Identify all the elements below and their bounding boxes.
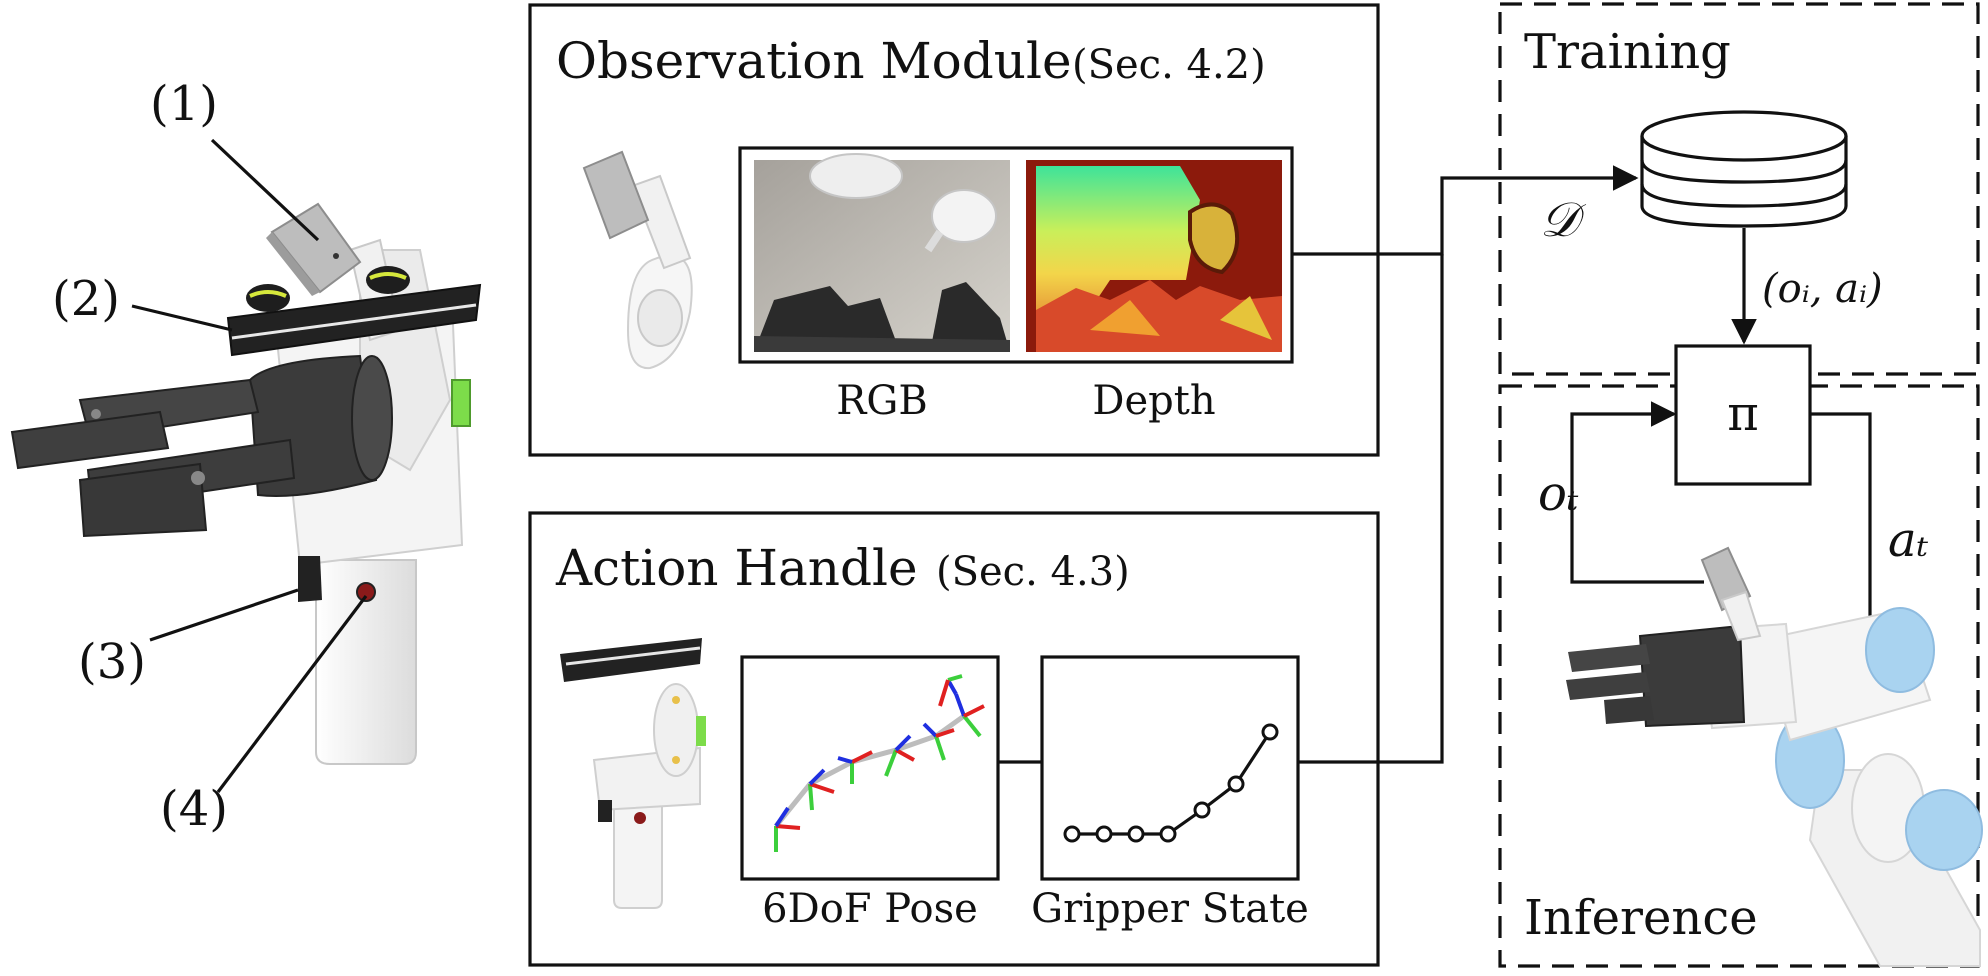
depth-image [1026,160,1282,352]
camera-icon [266,202,362,296]
callout-4: (4) [160,781,228,837]
action-handle: Action Handle (Sec. 4.3) [528,511,1380,967]
leader-3 [149,588,299,642]
inference-title: Inference [1524,890,1758,946]
handle-icon [560,638,706,909]
action-to-dataset [1298,254,1444,764]
obs-label: oₜ [1538,466,1579,522]
callout-1: (1) [150,76,218,132]
rgb-image [754,153,1010,352]
gripper-state-point [1127,825,1145,843]
gripper-state-point [1227,775,1245,793]
inference-panel: π oₜ aₜ Inference [1498,344,1983,968]
action-ref: (Sec. 4.3) [936,549,1130,595]
training-title: Training [1524,24,1731,80]
pose-trajectory [774,674,985,852]
gripper-label: Gripper State [1031,886,1309,932]
sample-label: (oᵢ, aᵢ) [1762,266,1883,312]
gripper-state-panel [1040,655,1300,881]
action-title: Action Handle [555,539,918,597]
camera-module-icon [582,150,693,370]
dataset-symbol: 𝒟 [1540,192,1587,248]
gripper-icon [10,354,393,538]
observation-loop [1570,401,1704,584]
policy-box [1674,344,1812,486]
gripper-state-point [1261,723,1279,741]
act-label: aₜ [1888,512,1929,568]
gripper-state-point [1095,825,1113,843]
observation-title: Observation Module [556,32,1072,90]
pose-label: 6DoF Pose [762,886,978,932]
leader-4 [216,595,368,793]
depth-label: Depth [1092,378,1215,424]
rgb-label: RGB [836,378,927,424]
gripper-state-point [1193,801,1211,819]
pose-panel [740,655,1000,881]
observation-to-dataset [1292,165,1639,256]
callout-2: (2) [52,271,120,327]
leader-1 [210,138,320,242]
robot-arm-icon [1566,546,1983,967]
training-panel: Training 𝒟 (oᵢ, aᵢ) [1498,2,1980,376]
database-icon [1640,110,1848,228]
leader-2 [131,304,233,332]
gripper-state-plot [1063,723,1279,843]
gripper-state-point [1063,825,1081,843]
callout-3: (3) [78,634,146,690]
observation-ref: (Sec. 4.2) [1072,42,1266,88]
tracker-bar-icon [226,266,482,357]
policy-symbol: π [1727,386,1759,442]
gripper-state-point [1159,825,1177,843]
device-illustration [10,202,482,765]
observation-module: Observation Module (Sec. 4.2) [528,3,1380,457]
